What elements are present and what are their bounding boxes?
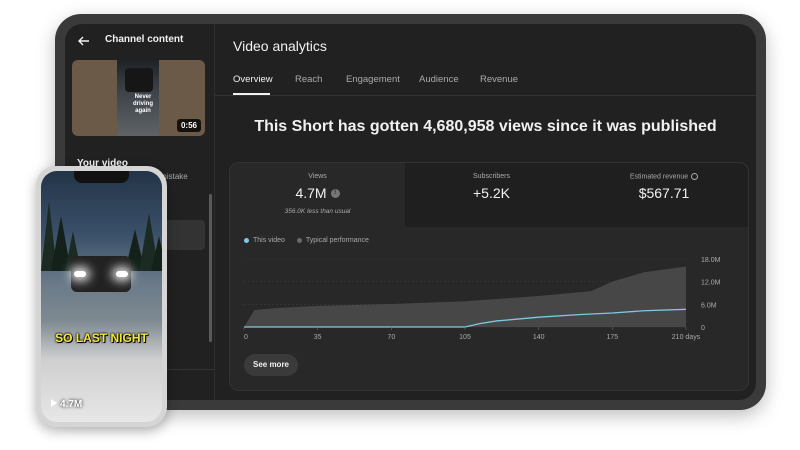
headlight-left xyxy=(74,271,86,277)
x-tick-label: 140 xyxy=(533,334,545,341)
trees-image xyxy=(41,201,162,271)
series-line-this-video xyxy=(244,308,687,328)
headline: This Short has gotten 4,680,958 views si… xyxy=(254,118,717,135)
video-thumbnail[interactable]: Never driving again 0:56 xyxy=(72,60,205,136)
active-tab-indicator xyxy=(233,93,270,95)
phone-notch xyxy=(74,171,129,183)
see-more-button[interactable]: See more xyxy=(244,354,298,376)
metric-value: $567.71 xyxy=(638,185,690,201)
thumbnail-car xyxy=(125,68,153,92)
tablet-frame: Channel content Never driving again 0:56… xyxy=(55,14,766,410)
tab-audience[interactable]: Audience xyxy=(419,74,459,85)
legend-dot xyxy=(296,237,302,243)
metric-label: Views xyxy=(308,173,327,180)
analytics-card: Views 4.7M 356.0K less than usual Subscr… xyxy=(229,162,749,391)
x-tick-label: 105 xyxy=(459,334,471,341)
sidebar-header: Channel content xyxy=(65,24,215,58)
metric-label: Subscribers xyxy=(473,173,510,180)
analytics-screen: Channel content Never driving again 0:56… xyxy=(65,24,756,400)
tab-reach[interactable]: Reach xyxy=(295,74,323,85)
legend-item-typical: Typical performance xyxy=(296,237,369,244)
short-view-count: 4.7M xyxy=(51,399,82,410)
legend-dot xyxy=(244,237,249,243)
x-tick-label: 0 xyxy=(244,334,248,341)
y-tick-label: 0 xyxy=(701,325,705,332)
headlight-right xyxy=(116,271,128,277)
y-tick-label: 6.0M xyxy=(701,302,717,309)
phone-screen: SO LAST NIGHT 4.7M xyxy=(41,171,162,422)
tabs-divider xyxy=(215,95,756,96)
views-chart[interactable]: 0 6.0M 12.0M 18.0M 0 35 70 105 140 175 210 days xyxy=(230,163,749,391)
your-video-label: Your video xyxy=(77,158,128,169)
sidebar: Channel content Never driving again 0:56… xyxy=(65,24,215,400)
metric-views[interactable]: Views 4.7M 356.0K less than usual xyxy=(230,163,405,227)
clock-icon xyxy=(691,173,699,180)
tab-revenue[interactable]: Revenue xyxy=(480,74,519,85)
page-title: Video analytics xyxy=(233,38,327,54)
short-caption: SO LAST NIGHT xyxy=(55,331,148,345)
tab-engagement[interactable]: Engagement xyxy=(346,74,400,85)
sidebar-selected-item[interactable] xyxy=(165,220,205,250)
video-duration-badge: 0:56 xyxy=(176,119,201,132)
play-icon xyxy=(51,399,57,408)
x-tick-label: 35 xyxy=(314,334,322,341)
chart-legend: This video Typical performance xyxy=(244,237,379,244)
sidebar-scrollbar[interactable] xyxy=(209,194,212,342)
thumbnail-overlay-text: Never driving again xyxy=(132,94,153,114)
main-content: Video analytics Overview Reach Engagemen… xyxy=(215,24,756,400)
back-arrow-icon[interactable] xyxy=(77,34,91,48)
info-icon[interactable] xyxy=(330,188,340,198)
metric-label: Estimated revenue xyxy=(578,173,748,180)
phone-frame: SO LAST NIGHT 4.7M xyxy=(36,166,167,427)
legend-item-this-video: This video xyxy=(244,237,285,244)
metric-revenue[interactable]: Estimated revenue $567.71 xyxy=(578,163,748,227)
metric-value: +5.2K xyxy=(473,185,510,201)
y-tick-label: 18.0M xyxy=(701,257,721,264)
x-tick-label: 210 days xyxy=(672,334,701,341)
y-tick-label: 12.0M xyxy=(701,280,721,287)
metric-value: 4.7M xyxy=(230,185,405,201)
metric-subscribers[interactable]: Subscribers +5.2K xyxy=(405,163,578,227)
x-tick-label: 175 xyxy=(606,334,618,341)
sidebar-title: Channel content xyxy=(105,34,184,45)
x-tick-label: 70 xyxy=(387,334,395,341)
tab-overview[interactable]: Overview xyxy=(233,74,273,85)
series-area-typical-performance xyxy=(244,266,686,327)
metric-comparison: 356.0K less than usual xyxy=(284,208,351,215)
